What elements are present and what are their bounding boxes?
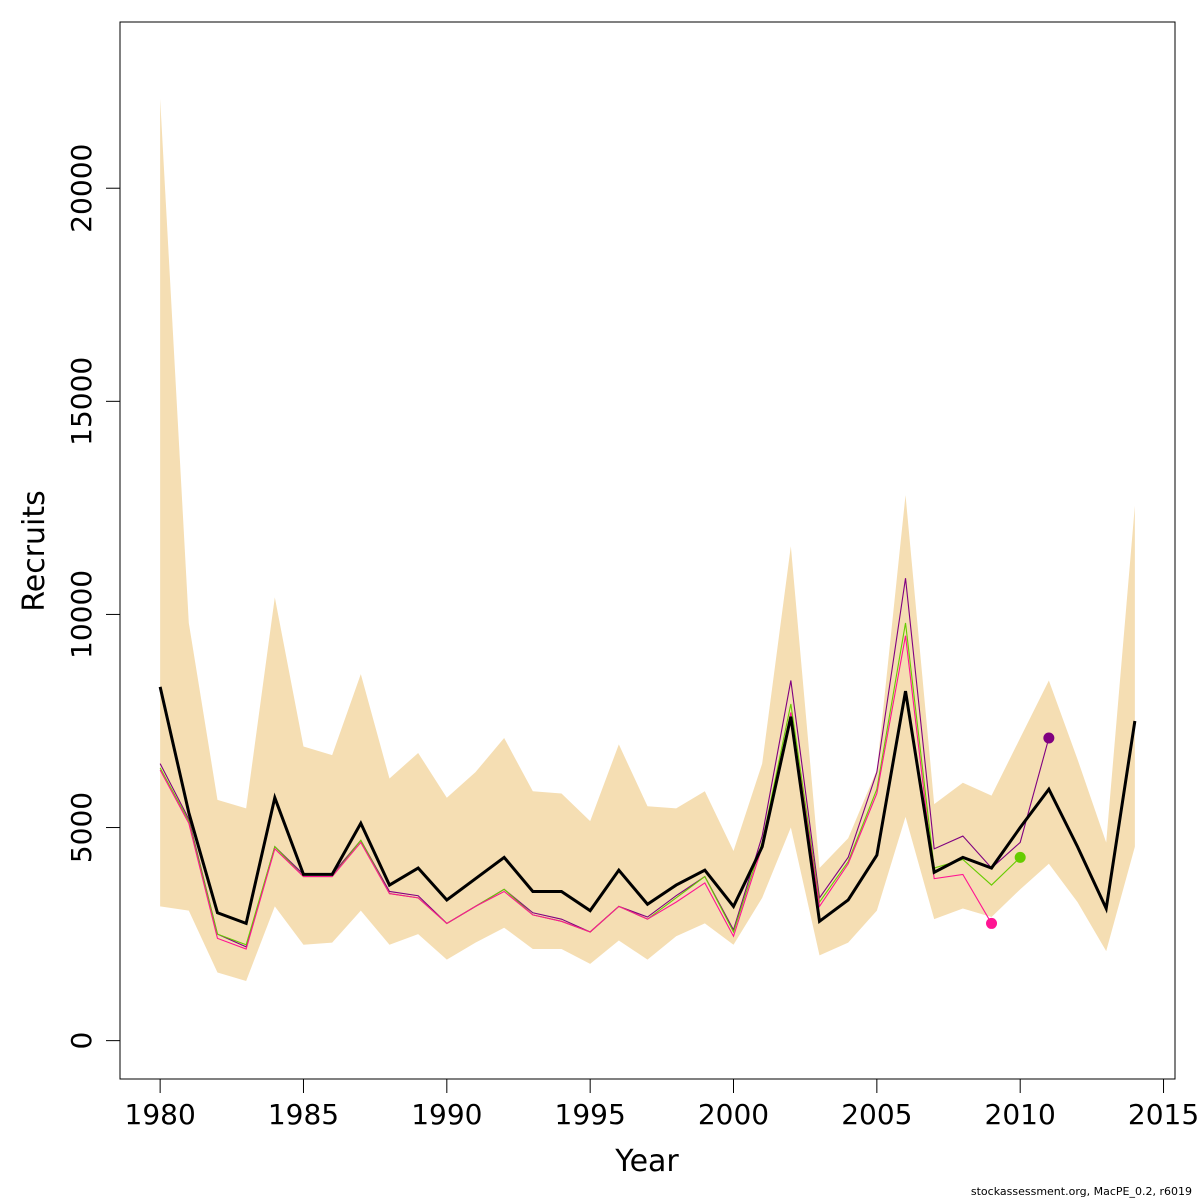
y-tick-label: 20000 [65, 144, 98, 233]
x-tick-label: 2000 [698, 1098, 769, 1131]
y-tick-label: 5000 [65, 792, 98, 863]
x-axis: 1980 1985 1990 1995 2000 2005 2010 2015 [125, 1078, 1199, 1131]
x-tick-label: 1995 [555, 1098, 626, 1131]
retro-series-3-line [159, 635, 992, 950]
x-tick-label: 1980 [125, 1098, 196, 1131]
y-tick-label: 10000 [65, 570, 98, 659]
x-tick-label: 2015 [1128, 1098, 1199, 1131]
y-tick-label: 15000 [65, 357, 98, 446]
y-tick-label: 0 [65, 1032, 98, 1050]
estimate-line [158, 686, 1137, 926]
x-tick-label: 2005 [841, 1098, 912, 1131]
y-axis-title: Recruits [17, 490, 52, 612]
confidence-band-layer [160, 98, 1135, 981]
confidence-band [160, 98, 1135, 981]
x-tick-label: 2010 [985, 1098, 1056, 1131]
retro-series-2-end-point [1014, 851, 1026, 863]
retro-series-3-end-point [986, 917, 998, 929]
x-tick-label: 1985 [268, 1098, 339, 1131]
series-layer [158, 578, 1137, 950]
x-tick-label: 1990 [411, 1098, 482, 1131]
retro-series-1-end-point [1043, 732, 1055, 744]
marker-layer [986, 732, 1055, 929]
x-axis-title: Year [614, 1144, 679, 1179]
footer-credit: stockassessment.org, MacPE_0.2, r6019 [971, 1185, 1192, 1198]
y-axis: 0 5000 10000 15000 20000 [65, 144, 121, 1050]
